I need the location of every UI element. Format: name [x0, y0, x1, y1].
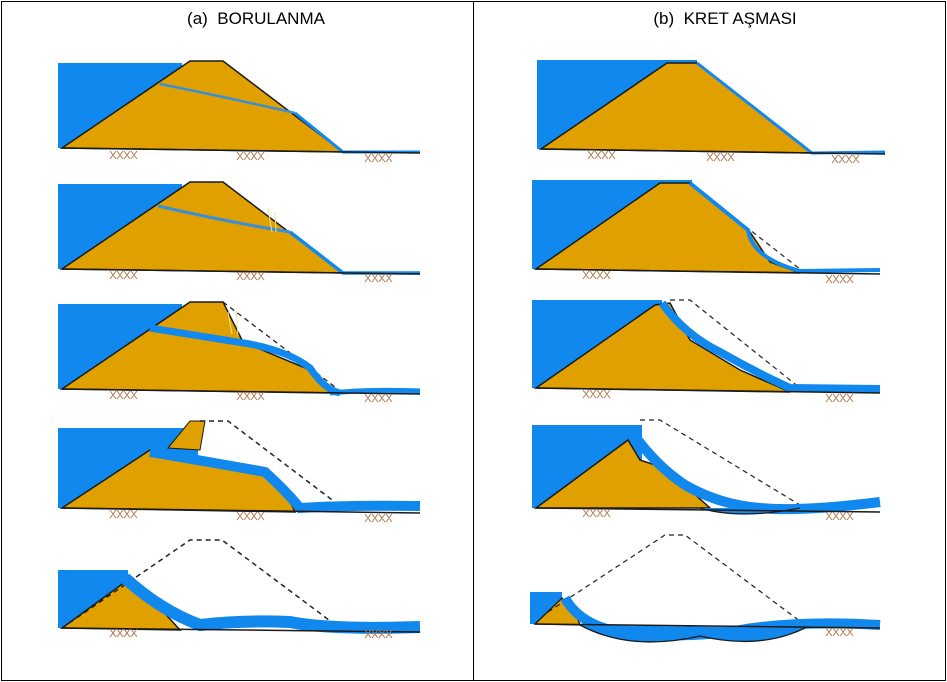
- breach-flow: [627, 429, 881, 515]
- panel-a-stage-3: [58, 301, 421, 403]
- foundation-line: [61, 147, 421, 154]
- foundation-line: [61, 507, 421, 514]
- original-profile: [547, 534, 806, 626]
- breach-flow: [149, 447, 421, 514]
- crack-lines: [267, 207, 277, 233]
- panel-b-stage-1: [537, 60, 886, 164]
- original-profile: [200, 420, 349, 513]
- crack-lines: [227, 309, 239, 337]
- panel-a-stage-5: [58, 539, 421, 639]
- enlarged-pipe: [149, 324, 341, 397]
- foundation-line: [535, 268, 881, 275]
- scour-bed: [579, 624, 806, 643]
- overtopping-flow: [658, 300, 881, 393]
- panel-a-stage-2: [58, 181, 421, 283]
- original-profile: [61, 539, 346, 633]
- original-profile: [640, 419, 801, 506]
- panel-b-stage-4: [532, 419, 881, 521]
- panel-a-title: (a) BORULANMA: [187, 9, 326, 28]
- panel-b-title: (b) KRET AŞMASI: [653, 9, 796, 28]
- foundation-line: [61, 268, 421, 275]
- original-profile: [670, 299, 806, 393]
- panel-a-stage-4: [58, 420, 421, 523]
- original-profile: [222, 301, 344, 394]
- original-profile: [744, 225, 806, 274]
- panel-b-stage-5: [530, 534, 881, 643]
- panel-b-stage-3: [532, 299, 881, 403]
- foundation-line: [540, 148, 886, 155]
- panel-a-stage-1: [58, 60, 421, 163]
- overtopping-flow: [688, 181, 881, 274]
- foundation-line: [61, 627, 421, 633]
- seepage-pipe: [159, 82, 296, 115]
- foundation-line: [535, 507, 881, 513]
- foundation-line: [61, 388, 421, 395]
- foundation-line: [534, 623, 881, 629]
- panel-b-stage-2: [532, 180, 881, 284]
- foundation-line: [535, 387, 881, 394]
- breach-flow: [120, 573, 421, 634]
